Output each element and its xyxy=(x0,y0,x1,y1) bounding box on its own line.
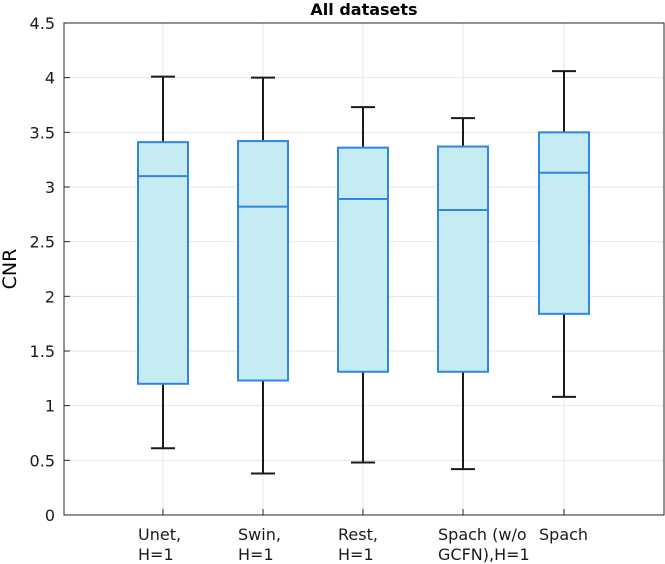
x-tick-label-line: Spach (w/o xyxy=(438,525,527,544)
box-iqr xyxy=(538,131,590,315)
y-tick-label: 4.5 xyxy=(30,14,55,33)
x-tick-label-line: Swin, xyxy=(238,525,281,544)
x-tick-label-line: Rest, xyxy=(338,525,378,544)
x-tick-label-line: Spach xyxy=(539,525,588,544)
y-tick-label: 1 xyxy=(45,397,55,416)
box-2 xyxy=(237,76,289,475)
y-tick-label: 3.5 xyxy=(30,123,55,142)
box-iqr xyxy=(437,145,489,373)
plot-frame xyxy=(63,22,665,516)
y-tick-label: 4 xyxy=(45,69,55,88)
y-tick-label: 2.5 xyxy=(30,233,55,252)
x-tick-label: Spach (w/o GCFN),H=1 xyxy=(438,525,530,564)
box-1 xyxy=(137,75,189,450)
x-tick-label: Unet, H=1 xyxy=(138,525,181,564)
y-tick-label: 0.5 xyxy=(30,451,55,470)
x-tick-label-line: H=1 xyxy=(238,545,274,564)
chart-title: All datasets xyxy=(310,0,417,19)
x-tick-label-line: GCFN),H=1 xyxy=(438,545,530,564)
y-tick-label: 1.5 xyxy=(30,342,55,361)
box-4 xyxy=(437,117,489,471)
y-tick-label: 0 xyxy=(45,506,55,525)
y-tick-label: 3 xyxy=(45,178,55,197)
x-tick-label: Swin, H=1 xyxy=(238,525,281,564)
box-iqr xyxy=(337,146,389,373)
box-5 xyxy=(538,70,590,398)
x-tick-label: Rest, H=1 xyxy=(338,525,378,564)
x-tick-label: Spach xyxy=(539,525,588,544)
y-axis-label: CNR xyxy=(0,249,21,290)
x-tick-label-line: H=1 xyxy=(138,545,174,564)
box-iqr xyxy=(137,141,189,385)
x-tick-label-line: H=1 xyxy=(338,545,374,564)
box-series xyxy=(137,70,590,475)
y-axis-ticks: 0 0.5 1 1.5 2 2.5 3 3.5 4 4.5 xyxy=(30,14,70,525)
y-tick-label: 2 xyxy=(45,287,55,306)
x-tick-label-line: Unet, xyxy=(138,525,181,544)
box-3 xyxy=(337,106,389,464)
box-iqr xyxy=(237,140,289,382)
